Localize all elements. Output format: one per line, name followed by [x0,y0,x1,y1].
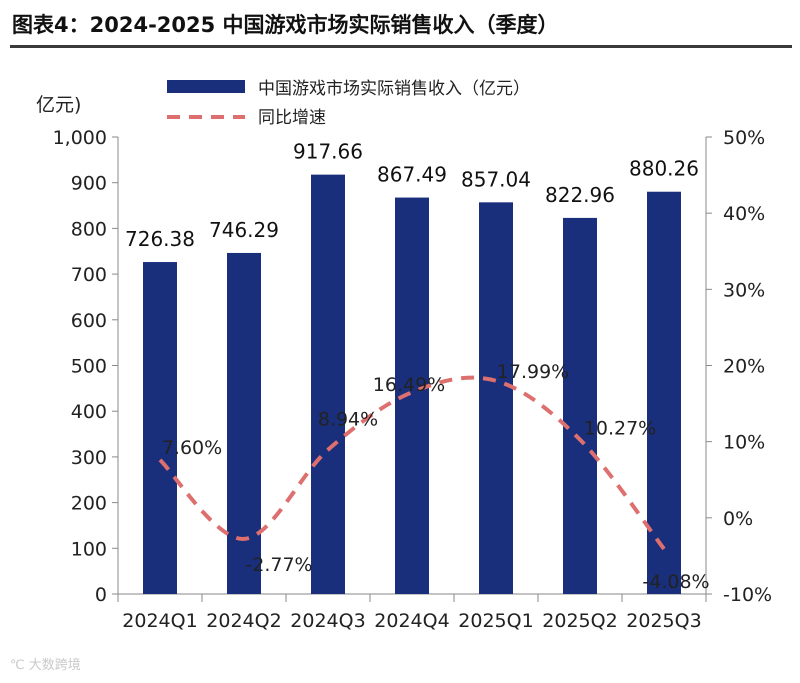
growth-rate-label: 8.94% [318,409,378,431]
growth-rate-label: 7.60% [162,437,222,459]
watermark-text: 大数跨境 [28,658,81,673]
watermark-icon: ℃ [10,658,25,673]
right-tick-label: 10% [723,432,765,454]
bar [143,262,177,594]
watermark: ℃ 大数跨境 [10,654,81,673]
bar-value-label: 857.04 [461,167,531,191]
x-tick-label: 2024Q4 [374,610,449,632]
bar [563,217,597,594]
x-tick-label: 2024Q1 [122,610,197,632]
left-tick-label: 700 [71,264,107,286]
bar [227,252,261,594]
right-tick-label: 30% [723,279,765,301]
left-axis-unit: 亿元) [36,94,81,116]
legend-line-label: 同比增速 [258,108,326,128]
left-tick-label: 300 [71,447,107,469]
growth-rate-label: 10.27% [584,418,656,440]
bar-value-label: 726.38 [125,227,195,251]
legend-bar-label: 中国游戏市场实际销售收入（亿元） [258,79,530,99]
bar-value-label: 746.29 [209,218,279,242]
right-tick-label: 40% [723,203,765,225]
right-tick-label: 0% [723,508,753,530]
left-tick-label: 100 [71,538,107,560]
x-tick-label: 2025Q1 [458,610,533,632]
bar-value-label: 867.49 [377,163,447,187]
figure-title: 图表4：2024-2025 中国游戏市场实际销售收入（季度） [12,8,788,42]
growth-rate-label: 16.49% [373,374,445,396]
left-tick-label: 900 [71,173,107,195]
left-tick-label: 1,000 [53,127,107,149]
right-tick-label: 20% [723,356,765,378]
bar [311,174,345,594]
growth-rate-label: -4.08% [642,571,709,593]
figure-title-text: 2024-2025 中国游戏市场实际销售收入（季度） [89,13,559,37]
growth-rate-label: 17.99% [497,361,569,383]
bar-value-label: 880.26 [629,157,699,181]
x-tick-label: 2024Q2 [206,610,281,632]
left-tick-label: 200 [71,493,107,515]
right-tick-label: 50% [723,127,765,149]
legend-bar-swatch [167,80,245,93]
left-tick-label: 600 [71,310,107,332]
left-tick-label: 500 [71,356,107,378]
figure-label: 图表4： [12,13,90,37]
bar [647,191,681,594]
growth-rate-line [158,375,666,551]
x-tick-label: 2024Q3 [290,610,365,632]
x-tick-label: 2025Q3 [626,610,701,632]
bar-value-label: 917.66 [293,140,363,164]
bar [479,202,513,595]
left-tick-label: 0 [95,584,107,606]
growth-rate-label: -2.77% [245,554,312,576]
right-tick-label: -10% [723,584,772,606]
x-tick-label: 2025Q2 [542,610,617,632]
bar-value-label: 822.96 [545,183,615,207]
left-tick-label: 800 [71,218,107,240]
left-tick-label: 400 [71,401,107,423]
title-rule [10,45,792,48]
